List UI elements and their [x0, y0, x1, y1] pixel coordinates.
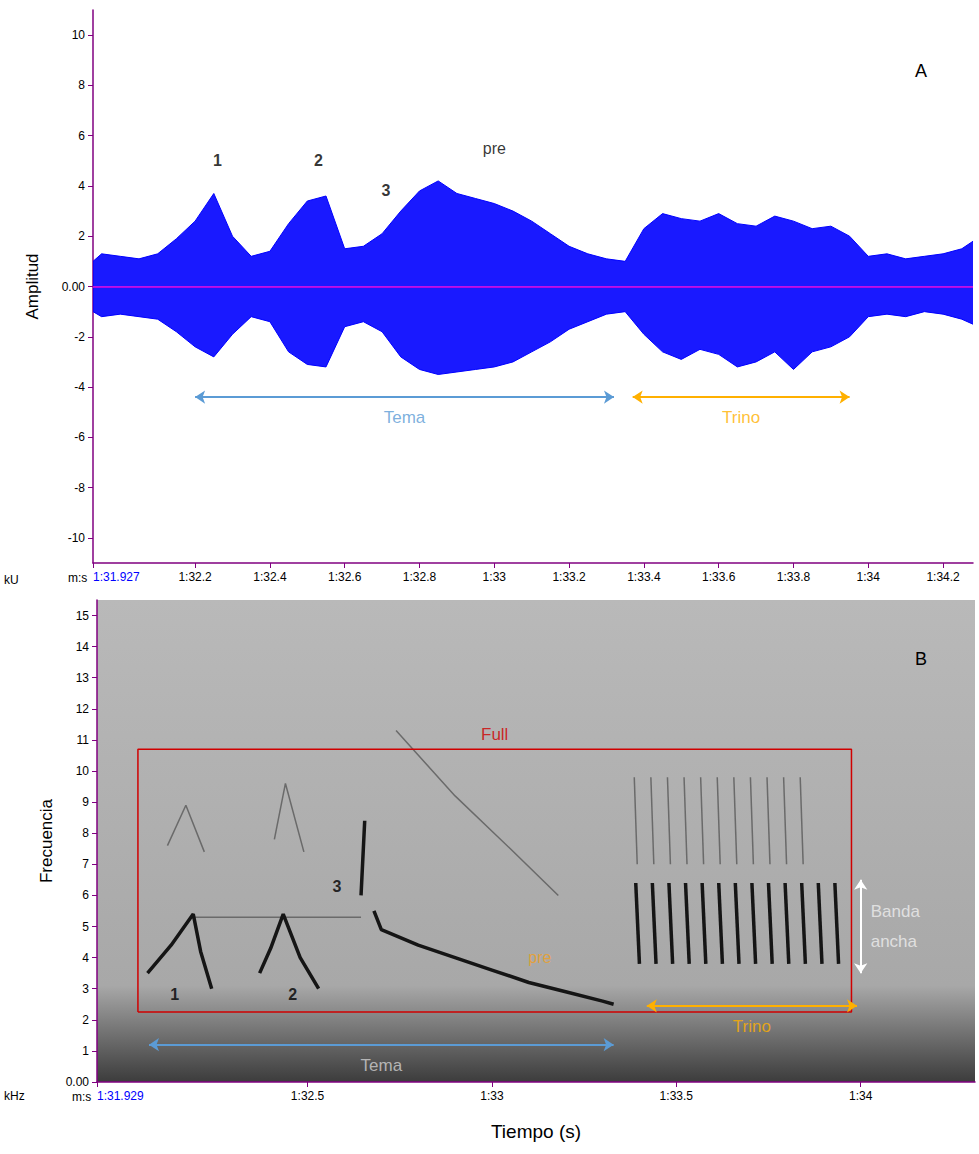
- svg-text:15: 15: [76, 609, 90, 623]
- svg-text:1: 1: [170, 986, 179, 1003]
- svg-text:1: 1: [82, 1044, 89, 1058]
- svg-text:Tiempo (s): Tiempo (s): [491, 1121, 581, 1142]
- svg-text:pre: pre: [483, 140, 506, 157]
- svg-text:12: 12: [76, 702, 90, 716]
- svg-text:1:32.6: 1:32.6: [328, 570, 362, 584]
- svg-text:m:s: m:s: [68, 571, 87, 585]
- svg-text:1:33.2: 1:33.2: [552, 570, 586, 584]
- svg-text:13: 13: [76, 671, 90, 685]
- svg-text:4: 4: [78, 179, 85, 193]
- svg-text:1:32.2: 1:32.2: [178, 570, 212, 584]
- svg-text:1: 1: [213, 152, 222, 169]
- svg-text:5: 5: [82, 920, 89, 934]
- svg-text:3: 3: [333, 878, 342, 895]
- svg-text:-10: -10: [68, 531, 86, 545]
- svg-text:1:34.2: 1:34.2: [926, 570, 960, 584]
- svg-text:Frecuencia: Frecuencia: [37, 798, 56, 883]
- svg-text:14: 14: [76, 640, 90, 654]
- svg-text:1:32.5: 1:32.5: [291, 1089, 325, 1103]
- svg-text:Full: Full: [481, 725, 508, 744]
- svg-text:1:34: 1:34: [849, 1089, 873, 1103]
- svg-text:1:33.6: 1:33.6: [702, 570, 736, 584]
- svg-text:1:33: 1:33: [480, 1089, 504, 1103]
- svg-text:ancha: ancha: [871, 932, 918, 951]
- svg-text:2: 2: [78, 229, 85, 243]
- svg-text:1:31.927: 1:31.927: [93, 570, 140, 584]
- svg-text:Trino: Trino: [722, 408, 760, 427]
- svg-text:1:33: 1:33: [483, 570, 507, 584]
- svg-text:-4: -4: [74, 380, 85, 394]
- svg-text:11: 11: [77, 733, 90, 747]
- svg-text:8: 8: [82, 826, 89, 840]
- svg-text:1:31.929: 1:31.929: [97, 1089, 144, 1103]
- svg-text:2: 2: [288, 986, 297, 1003]
- svg-text:3: 3: [82, 982, 89, 996]
- svg-text:7: 7: [82, 857, 89, 871]
- svg-text:Tema: Tema: [384, 408, 426, 427]
- svg-text:-6: -6: [74, 430, 85, 444]
- svg-text:Banda: Banda: [871, 902, 925, 921]
- svg-text:9: 9: [82, 795, 89, 809]
- svg-text:0.00: 0.00: [66, 1075, 90, 1089]
- svg-text:Amplitud: Amplitud: [23, 253, 42, 319]
- svg-text:Tema: Tema: [361, 1056, 403, 1075]
- svg-text:1:34: 1:34: [857, 570, 881, 584]
- svg-text:4: 4: [82, 951, 89, 965]
- svg-text:B: B: [915, 649, 927, 669]
- svg-text:2: 2: [82, 1013, 89, 1027]
- svg-text:1:33.5: 1:33.5: [660, 1089, 694, 1103]
- svg-text:10: 10: [76, 764, 90, 778]
- svg-text:2: 2: [314, 152, 323, 169]
- svg-text:0.00: 0.00: [62, 280, 86, 294]
- svg-text:A: A: [915, 61, 927, 81]
- svg-text:Trino: Trino: [733, 1017, 771, 1036]
- svg-text:8: 8: [78, 78, 85, 92]
- svg-text:3: 3: [381, 182, 390, 199]
- svg-text:6: 6: [78, 129, 85, 143]
- svg-text:1:33.8: 1:33.8: [777, 570, 811, 584]
- svg-text:1:32.8: 1:32.8: [403, 570, 437, 584]
- svg-text:1:32.4: 1:32.4: [253, 570, 287, 584]
- svg-text:-2: -2: [74, 330, 85, 344]
- svg-text:kU: kU: [4, 573, 19, 587]
- svg-text:pre: pre: [528, 949, 551, 966]
- svg-text:6: 6: [82, 888, 89, 902]
- svg-text:m:s: m:s: [72, 1090, 91, 1104]
- svg-text:kHz: kHz: [4, 1089, 25, 1103]
- svg-text:10: 10: [72, 28, 86, 42]
- svg-text:-8: -8: [74, 481, 85, 495]
- svg-text:1:33.4: 1:33.4: [627, 570, 661, 584]
